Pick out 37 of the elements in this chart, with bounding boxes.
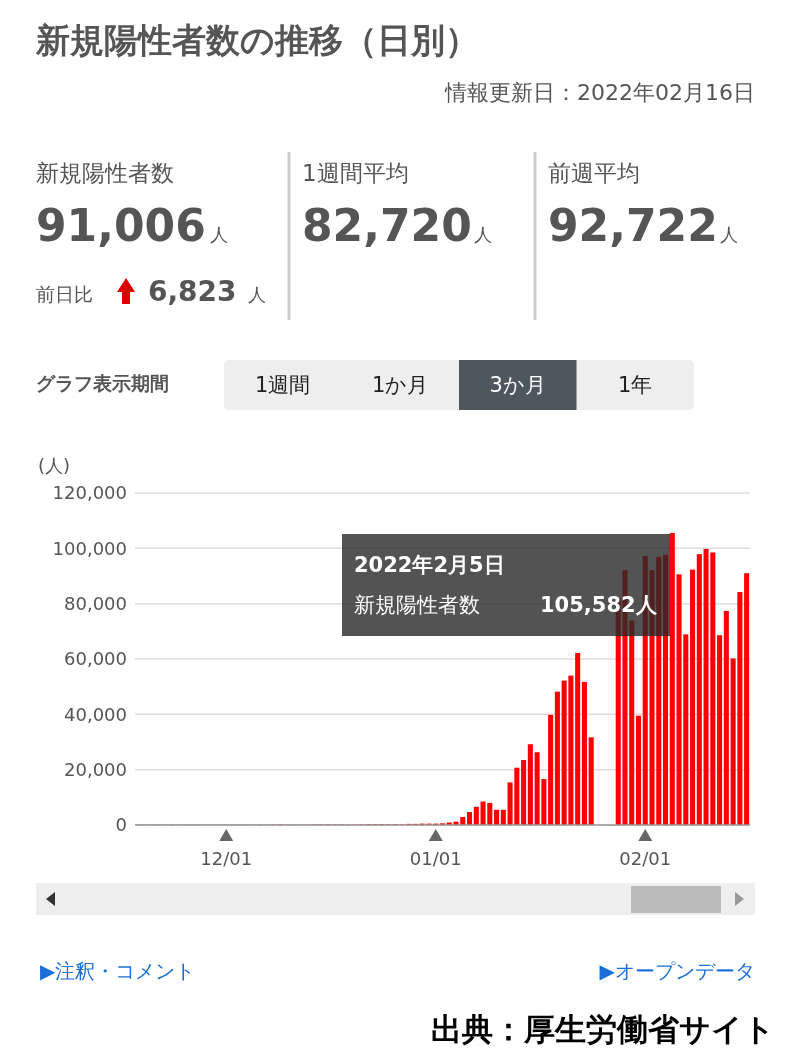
text: 人 (248, 284, 266, 305)
text: 1週間 (255, 373, 311, 397)
text: 82,720 (302, 200, 472, 251)
text: 92,722 (548, 200, 718, 251)
y-tick-label: 0 (115, 814, 127, 836)
chart-title: 新規陽性者数の推移（日別） (35, 20, 479, 60)
text: 前週平均 (548, 160, 640, 186)
annotation: 2022年2月5日 (354, 553, 505, 577)
text: 6,823 (148, 275, 237, 308)
y-tick-label: 20,000 (64, 758, 127, 780)
annotation: 新規陽性者数 (354, 593, 480, 617)
y-tick-label: 60,000 (64, 648, 127, 670)
text: 3か月 (489, 373, 546, 397)
chart-subtitle: 情報更新日：2022年02月16日 (444, 80, 755, 105)
annotation: 105,582人 (540, 593, 658, 617)
x-tick-label: 02/01 (619, 848, 672, 869)
text: ▶注釈・コメント (40, 959, 196, 983)
text: 人 (210, 224, 228, 245)
text: 91,006 (36, 200, 206, 251)
x-tick-label: 12/01 (200, 848, 253, 869)
text: グラフ表示期間 (36, 372, 169, 394)
y-tick-label: 40,000 (64, 703, 127, 725)
tooltip: 2022年2月5日 新規陽性者数 105,582人 (342, 534, 670, 636)
text: 人 (474, 224, 492, 245)
text: 新規陽性者数 (36, 160, 174, 186)
y-axis-title: (人) (38, 455, 71, 476)
text: ▶オープンデータ (599, 959, 755, 983)
y-tick-label: 120,000 (52, 482, 127, 504)
text: 1か月 (372, 373, 429, 397)
text: 1年 (618, 373, 653, 397)
text: 1週間平均 (302, 160, 409, 186)
y-tick-label: 80,000 (64, 592, 127, 614)
text: 前日比 (36, 283, 93, 305)
text: 人 (720, 224, 738, 245)
x-tick-label: 01/01 (409, 848, 462, 869)
y-tick-label: 100,000 (52, 537, 127, 559)
source-note: 出典：厚生労働省サイト (431, 1011, 775, 1047)
